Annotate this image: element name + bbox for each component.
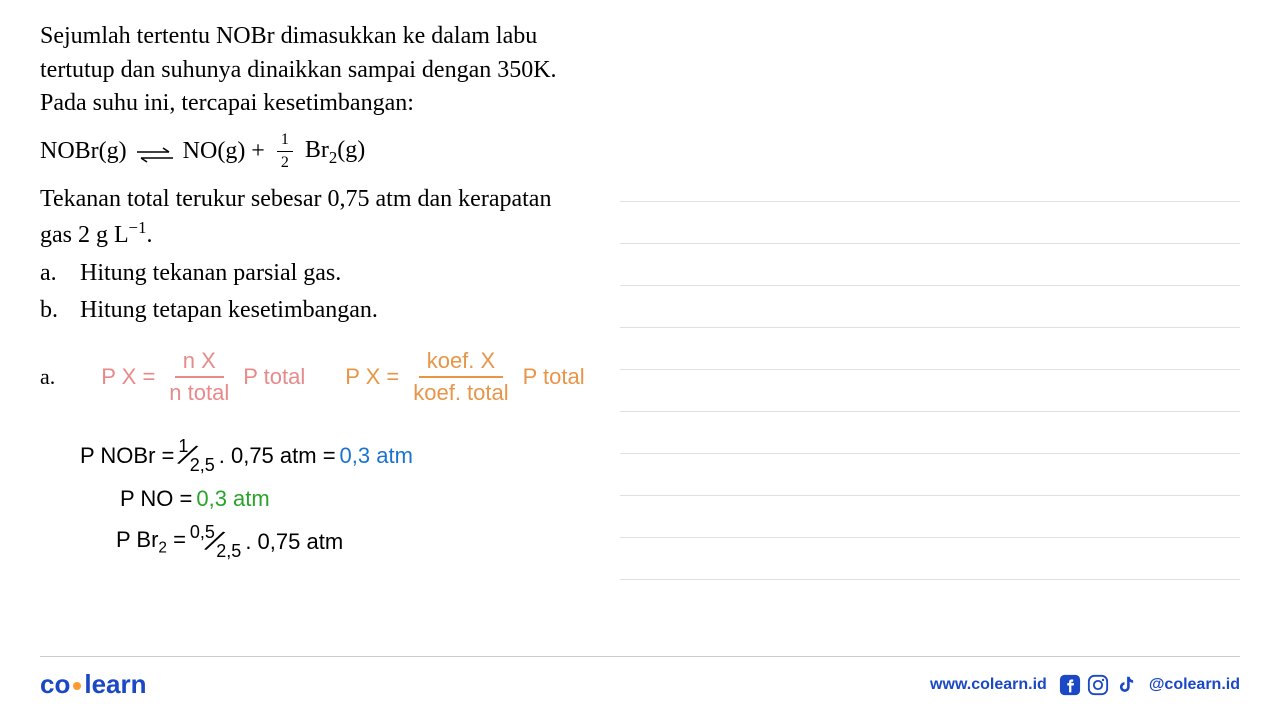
marker-a: a. xyxy=(40,257,60,291)
fraction-1-2p5: 1 ⁄ 2,5 xyxy=(178,436,214,476)
problem-line-4a: Tekanan total terukur sebesar 0,75 atm d… xyxy=(40,183,680,217)
solution-a-label: a. xyxy=(40,364,55,390)
tiktok-icon xyxy=(1115,674,1137,696)
marker-b: b. xyxy=(40,294,60,328)
question-a-text: Hitung tekanan parsial gas. xyxy=(80,257,341,291)
footer-handle: @colearn.id xyxy=(1149,676,1240,694)
result-no: 0,3 atm xyxy=(196,486,269,512)
fraction-half: 1 2 xyxy=(277,129,293,175)
result-nobr: 0,3 atm xyxy=(340,443,413,469)
problem-line-3: Pada suhu ini, tercapai kesetimbangan: xyxy=(40,87,680,121)
fraction-0p5-2p5: 0,5 ⁄ 2,5 xyxy=(190,522,241,562)
problem-statement: Sejumlah tertentu NOBr dimasukkan ke dal… xyxy=(40,20,680,328)
footer-url: www.colearn.id xyxy=(930,676,1047,694)
fraction-nx-ntotal: n X n total xyxy=(161,348,237,406)
calc-br2-lhs: P Br2 = xyxy=(116,527,186,557)
equilibrium-arrows-icon xyxy=(135,142,175,162)
question-b: b. Hitung tetapan kesetimbangan. xyxy=(40,294,680,328)
problem-line-1: Sejumlah tertentu NOBr dimasukkan ke dal… xyxy=(40,20,680,54)
social-icons xyxy=(1059,674,1137,696)
formula-mole-fraction: P X = n X n total P total xyxy=(101,348,305,406)
colearn-logo: colearn xyxy=(40,669,147,700)
chemical-equation: NOBr(g) NO(g) + 1 2 Br2(g) xyxy=(40,129,680,175)
footer: colearn www.colearn.id @colearn.id xyxy=(40,656,1240,700)
problem-line-2: tertutup dan suhunya dinaikkan sampai de… xyxy=(40,54,680,88)
facebook-icon xyxy=(1059,674,1081,696)
fraction-koef: koef. X koef. total xyxy=(405,348,516,406)
problem-line-4b: gas 2 g L−1. xyxy=(40,216,680,253)
question-b-text: Hitung tetapan kesetimbangan. xyxy=(80,294,378,328)
equation-rhs-2: Br2(g) xyxy=(305,134,365,169)
question-a: a. Hitung tekanan parsial gas. xyxy=(40,257,680,291)
logo-dot-icon xyxy=(73,682,81,690)
formula-coefficient: P X = koef. X koef. total P total xyxy=(345,348,584,406)
equation-rhs-1: NO(g) + xyxy=(183,135,265,169)
equation-lhs: NOBr(g) xyxy=(40,135,127,169)
ruled-background-lines xyxy=(620,160,1240,580)
instagram-icon xyxy=(1087,674,1109,696)
footer-right: www.colearn.id @colearn.id xyxy=(930,674,1240,696)
